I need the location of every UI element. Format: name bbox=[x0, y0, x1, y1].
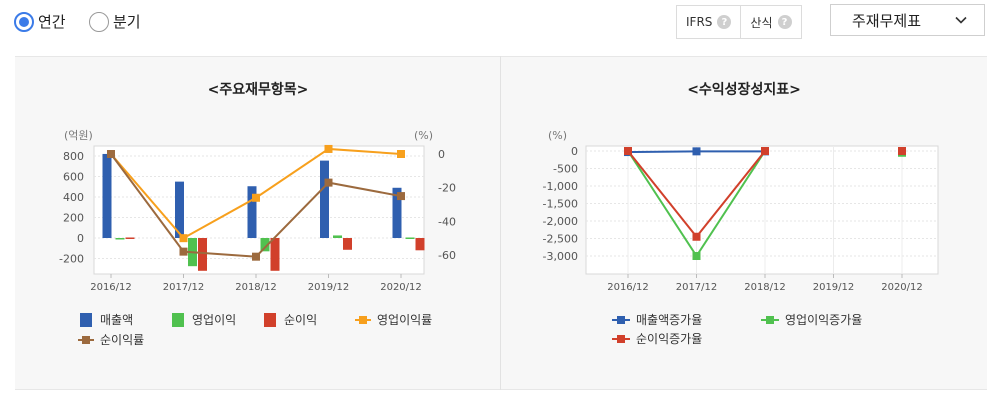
ifrs-option[interactable]: IFRS ? bbox=[677, 6, 740, 38]
right-tick-label: -60 bbox=[438, 249, 456, 262]
point-operating-margin bbox=[179, 234, 188, 243]
bar-operating-income bbox=[260, 238, 270, 252]
bar-revenue bbox=[392, 187, 402, 238]
x-tick-label: 2017/12 bbox=[163, 282, 205, 293]
legend-label-operating-income-growth: 영업이익증가율 bbox=[785, 313, 862, 327]
chart1-title: <주요재무항목> bbox=[207, 82, 309, 98]
right-tick-label: 0 bbox=[438, 148, 445, 161]
left-tick-label: 0 bbox=[77, 232, 84, 245]
y-tick-label: 0 bbox=[571, 145, 578, 158]
y-tick-label: -500 bbox=[553, 163, 578, 176]
left-tick-label: -200 bbox=[59, 253, 84, 266]
legend-label-revenue: 매출액 bbox=[100, 313, 133, 327]
x-tick-label: 2019/12 bbox=[813, 282, 855, 293]
right-tick-label: -40 bbox=[438, 215, 456, 228]
legend-marker-net-margin bbox=[82, 336, 90, 344]
chevron-down-icon bbox=[955, 16, 967, 24]
bar-operating-income bbox=[115, 238, 125, 240]
legend-swatch-operating-income bbox=[172, 313, 184, 327]
left-tick-label: 200 bbox=[63, 212, 84, 225]
right-tick-label: -20 bbox=[438, 182, 456, 195]
point-revenue-growth bbox=[692, 147, 701, 156]
bar-revenue bbox=[175, 181, 184, 238]
x-tick-label: 2018/12 bbox=[744, 282, 786, 293]
x-tick-label: 2020/12 bbox=[881, 282, 923, 293]
legend-label-net-income-growth: 순이익증가율 bbox=[636, 332, 702, 346]
point-net-margin bbox=[397, 192, 405, 201]
period-quarterly-label: 분기 bbox=[113, 13, 141, 31]
x-tick-label: 2016/12 bbox=[607, 282, 649, 293]
legend-label-operating-income: 영업이익 bbox=[192, 313, 236, 327]
point-net-margin bbox=[324, 178, 333, 187]
y-tick-label: -2,500 bbox=[543, 233, 578, 246]
legend-swatch-net-income bbox=[264, 313, 276, 327]
x-tick-label: 2018/12 bbox=[235, 282, 277, 293]
point-net-margin bbox=[179, 247, 188, 256]
point-operating-margin bbox=[397, 150, 405, 158]
period-quarterly-radio[interactable]: 분기 bbox=[89, 11, 141, 32]
point-net-margin bbox=[107, 150, 115, 158]
left-tick-label: 400 bbox=[63, 191, 84, 204]
formula-label: 산식 bbox=[750, 15, 773, 30]
point-net-margin bbox=[252, 252, 260, 261]
left-axis-unit: (억원) bbox=[64, 129, 93, 142]
bar-operating-income bbox=[405, 237, 415, 239]
left-tick-label: 600 bbox=[63, 171, 84, 184]
legend-label-operating-margin: 영업이익률 bbox=[377, 313, 432, 327]
x-tick-label: 2017/12 bbox=[676, 282, 718, 293]
legend-label-net-margin: 순이익률 bbox=[100, 333, 144, 347]
bar-net-income bbox=[415, 238, 425, 251]
left-tick-label: 800 bbox=[63, 150, 84, 163]
bar-net-income bbox=[125, 237, 135, 239]
radio-selected-icon bbox=[14, 11, 34, 32]
x-tick-label: 2019/12 bbox=[308, 282, 350, 293]
y-tick-label: -3,000 bbox=[543, 250, 578, 263]
statement-type-dropdown[interactable]: 주재무제표 bbox=[830, 4, 985, 36]
y-tick-label: -1,000 bbox=[543, 180, 578, 193]
bar-operating-income bbox=[333, 235, 342, 238]
bar-revenue bbox=[102, 153, 112, 238]
point-operating-margin bbox=[324, 144, 333, 153]
y-tick-label: -1,500 bbox=[543, 198, 578, 211]
statement-type-value: 주재무제표 bbox=[852, 11, 922, 30]
y-axis-unit: (%) bbox=[548, 129, 567, 142]
accounting-options: IFRS ? 산식 ? bbox=[676, 5, 802, 39]
top-bar: 연간 분기 IFRS ? 산식 ? 주재무제표 bbox=[0, 0, 1003, 48]
x-tick-label: 2020/12 bbox=[380, 282, 422, 293]
panel-divider bbox=[500, 56, 501, 390]
legend-marker-revenue-growth bbox=[617, 316, 625, 324]
formula-option[interactable]: 산식 ? bbox=[740, 6, 800, 38]
y-tick-label: -2,000 bbox=[543, 215, 578, 228]
bar-revenue bbox=[320, 160, 329, 238]
point-net-income-growth bbox=[692, 232, 701, 241]
plot-area bbox=[585, 145, 939, 275]
bar-net-income bbox=[343, 238, 352, 250]
chart2-title: <수익성장성지표> bbox=[687, 82, 801, 98]
legend-marker-operating-margin bbox=[359, 316, 367, 324]
ifrs-label: IFRS bbox=[686, 15, 713, 29]
point-net-income-growth bbox=[624, 147, 632, 155]
point-operating-income-growth bbox=[692, 252, 701, 260]
right-axis-unit: (%) bbox=[414, 129, 433, 142]
legend-marker-operating-income-growth bbox=[766, 316, 774, 324]
help-icon[interactable]: ? bbox=[777, 15, 792, 29]
radio-unselected-icon bbox=[89, 11, 109, 32]
bar-net-income bbox=[198, 238, 207, 271]
period-annual-radio[interactable]: 연간 bbox=[14, 11, 66, 32]
point-operating-margin bbox=[252, 193, 260, 202]
x-tick-label: 2016/12 bbox=[90, 282, 132, 293]
bar-revenue bbox=[247, 186, 257, 238]
point-net-income-growth bbox=[898, 147, 906, 155]
period-annual-label: 연간 bbox=[38, 13, 66, 31]
legend-label-net-income: 순이익 bbox=[284, 313, 317, 327]
legend-swatch-revenue bbox=[80, 313, 92, 327]
legend-label-revenue-growth: 매출액증가율 bbox=[636, 313, 702, 327]
help-icon[interactable]: ? bbox=[717, 15, 732, 29]
legend-marker-net-income-growth bbox=[617, 335, 625, 343]
bar-net-income bbox=[270, 238, 280, 271]
point-net-income-growth bbox=[761, 147, 769, 155]
